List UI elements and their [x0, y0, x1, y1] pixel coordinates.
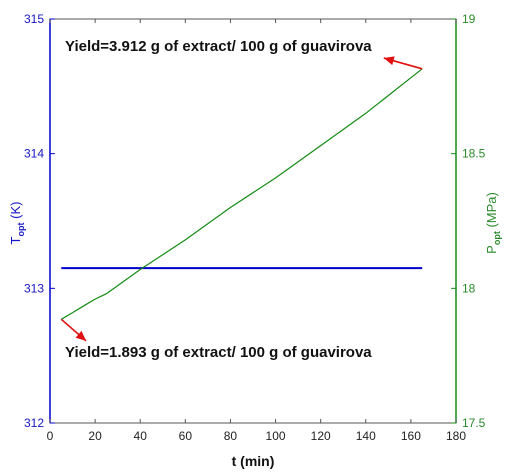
- right-axis-label: Popt (MPa): [484, 192, 502, 254]
- right-axis-ticks: 17.5 18 18.5 19: [451, 12, 486, 430]
- annotations-layer: Yield=3.912 g of extract/ 100 g of guavi…: [60, 38, 423, 361]
- right-axis-label-main: P: [484, 245, 499, 254]
- x-axis-ticks: 0 20 40 60 80 100 120 140 160 180: [47, 19, 466, 443]
- right-tick-label: 18: [462, 281, 476, 295]
- left-axis-label: Topt (K): [8, 202, 26, 245]
- x-tick-label: 20: [88, 429, 102, 443]
- annotation-label: Yield=3.912 g of extract/ 100 g of guavi…: [65, 38, 372, 55]
- annotation-arrow-top: [383, 56, 423, 70]
- pressure-series-line: [60, 68, 423, 320]
- left-axis-label-unit: (K): [8, 202, 23, 223]
- left-tick-label: 312: [24, 416, 44, 430]
- left-axis-label-main: T: [8, 236, 23, 244]
- left-tick-label: 315: [24, 12, 44, 26]
- x-tick-label: 80: [224, 429, 238, 443]
- annotation-arrow-head: [75, 330, 87, 341]
- left-tick-label: 313: [24, 281, 44, 295]
- left-axis-label-sub: opt: [16, 223, 26, 237]
- x-tick-label: 140: [356, 429, 376, 443]
- x-tick-label: 40: [134, 429, 148, 443]
- annotation-arrow-bottom: [60, 318, 87, 342]
- series-layer: [60, 68, 423, 320]
- right-axis-label-sub: opt: [492, 231, 502, 245]
- x-axis-label: t (min): [232, 453, 275, 469]
- x-tick-label: 160: [401, 429, 421, 443]
- x-tick-label: 120: [311, 429, 331, 443]
- left-axis-ticks: 312 313 314 315: [24, 12, 55, 430]
- x-tick-label: 60: [179, 429, 193, 443]
- x-tick-label: 180: [446, 429, 466, 443]
- annotation-arrow-head: [383, 56, 395, 66]
- x-tick-label: 0: [47, 429, 54, 443]
- right-tick-label: 17.5: [462, 416, 486, 430]
- right-tick-label: 19: [462, 12, 476, 26]
- x-tick-label: 100: [266, 429, 286, 443]
- plot-area: [49, 18, 457, 424]
- right-tick-label: 18.5: [462, 147, 486, 161]
- left-tick-label: 314: [24, 147, 44, 161]
- annotation-label: Yield=1.893 g of extract/ 100 g of guavi…: [65, 344, 372, 361]
- right-axis-label-unit: (MPa): [484, 192, 499, 231]
